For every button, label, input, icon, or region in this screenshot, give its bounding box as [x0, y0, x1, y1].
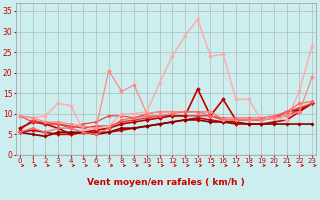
X-axis label: Vent moyen/en rafales ( km/h ): Vent moyen/en rafales ( km/h ) [87, 178, 245, 187]
